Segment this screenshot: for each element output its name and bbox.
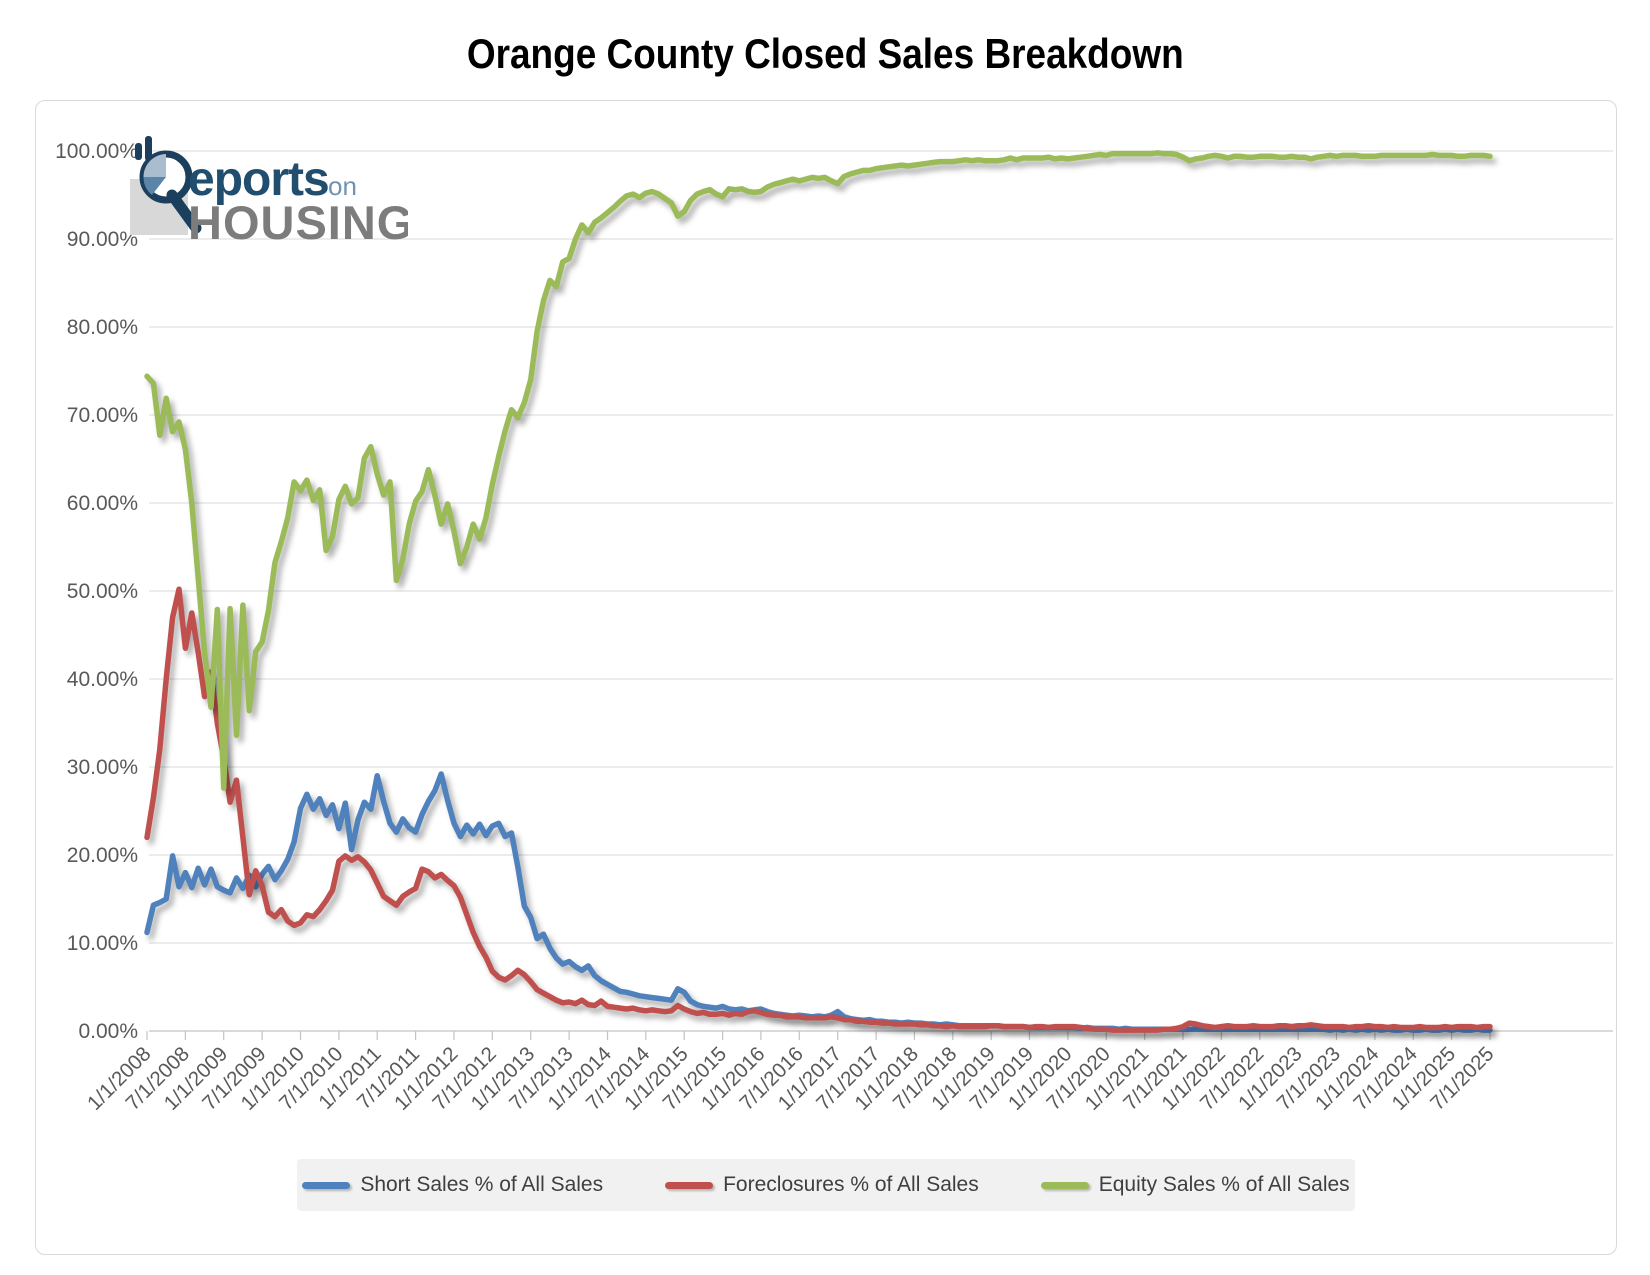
y-axis-label: 20.00%	[67, 844, 138, 867]
legend-item-foreclosures: Foreclosures % of All Sales	[665, 1173, 979, 1197]
y-axis-label: 10.00%	[67, 932, 138, 955]
logo-text-reports: eports	[188, 153, 329, 206]
foreclosures-legend-label: Foreclosures % of All Sales	[723, 1173, 979, 1196]
equity-sales-line	[144, 150, 1493, 791]
chart-title: Orange County Closed Sales Breakdown	[466, 30, 1184, 77]
short-sales-legend-label: Short Sales % of All Sales	[360, 1173, 604, 1196]
short-sales-line	[144, 771, 1493, 1033]
y-axis-label: 70.00%	[67, 404, 138, 427]
equity-sales-legend-marker	[1040, 1181, 1089, 1189]
chart-legend: Short Sales % of All Sales Foreclosures …	[297, 1159, 1355, 1211]
y-axis-label: 0.00%	[78, 1020, 138, 1043]
y-axis-label: 80.00%	[67, 316, 138, 339]
title-area: Orange County Closed Sales Breakdown	[0, 30, 1650, 78]
foreclosures-legend-marker	[665, 1181, 714, 1189]
y-axis-label: 50.00%	[67, 580, 138, 603]
logo-r-leg	[166, 189, 202, 234]
logo-pie-wedge-blue	[143, 177, 166, 195]
chart-container: 100.00% 90.00% 80.00% 70.00% 60.00% 50.00% 40.…	[35, 100, 1617, 1255]
y-axis-label: 90.00%	[67, 228, 138, 251]
logo-bar-tall	[145, 136, 152, 161]
foreclosures-line	[144, 586, 1493, 1033]
logo-text-on: on	[328, 171, 357, 201]
legend-item-short-sales: Short Sales % of All Sales	[302, 1173, 603, 1197]
legend-item-equity-sales: Equity Sales % of All Sales	[1040, 1173, 1350, 1197]
equity-sales-legend-label: Equity Sales % of All Sales	[1098, 1173, 1350, 1196]
logo-bar-short	[135, 143, 142, 160]
logo-pie-wedge-light	[143, 154, 166, 177]
y-axis-label: 60.00%	[67, 492, 138, 515]
short-sales-legend-marker	[302, 1181, 351, 1189]
logo-text-housing: HOUSING	[188, 196, 408, 243]
reports-on-housing-logo: eports on HOUSING	[128, 131, 413, 249]
sales-breakdown-chart: 100.00% 90.00% 80.00% 70.00% 60.00% 50.00% 40.…	[55, 140, 1613, 1115]
y-axis-label: 40.00%	[67, 668, 138, 691]
y-axis-label: 100.00%	[55, 140, 138, 163]
y-axis-label: 30.00%	[67, 756, 138, 779]
logo-graphic: eports on HOUSING	[130, 136, 413, 249]
